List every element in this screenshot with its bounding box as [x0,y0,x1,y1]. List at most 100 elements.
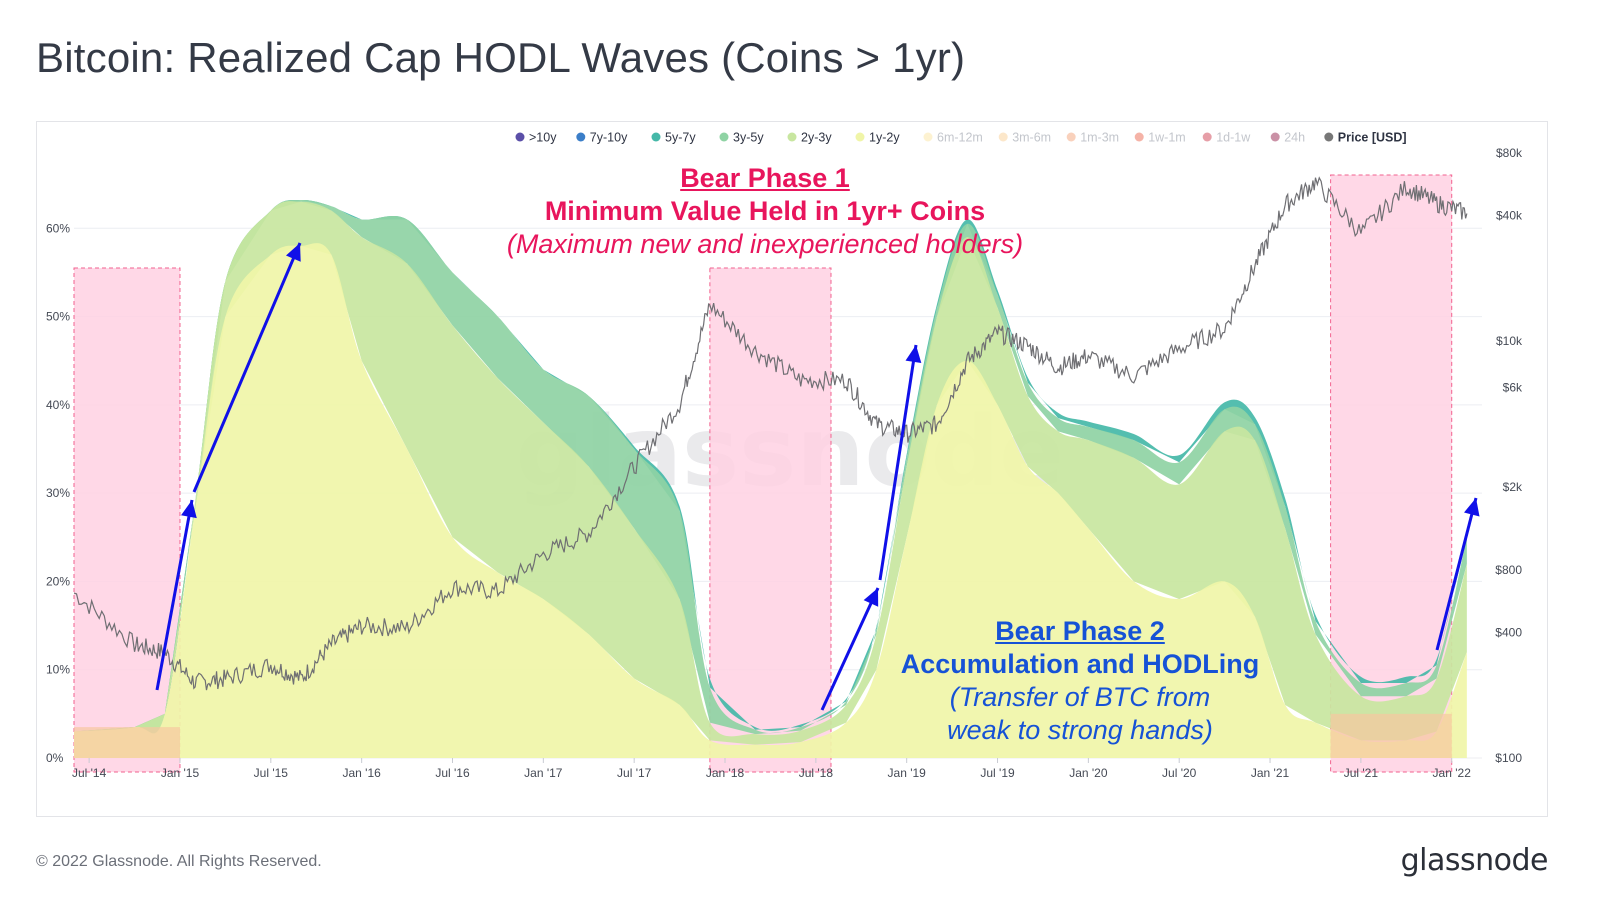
legend: >10y 7y-10y 5y-7y 3y-5y 2y-3y 1y-2y 6m-12m 3m-6… [515,131,1407,145]
bear-phase-highlight [73,267,181,773]
x-tick-label: Jul '15 [254,766,289,780]
legend-item[interactable]: 7y-10y [576,131,628,145]
bear-phase-2-note-line2: weak to strong hands) [947,715,1213,745]
legend-item[interactable]: 3m-6m [998,131,1051,145]
legend-marker-icon [998,132,1008,142]
legend-marker-icon [651,132,661,142]
legend-marker-icon [1270,132,1280,142]
legend-marker-icon [787,132,797,142]
y-axis-right: $100 $400 $800 $2k $6k $10k $40k $80k [1495,146,1523,765]
bear-phase-2-subtitle: Accumulation and HODLing [900,649,1260,679]
legend-marker-icon [576,132,586,142]
bear-phase-1-heading: Bear Phase 1 [680,163,850,193]
x-tick-label: Jan '15 [161,766,200,780]
bear-phase-1-subtitle: Minimum Value Held in 1yr+ Coins [544,196,986,226]
legend-item[interactable]: Price [USD] [1324,131,1407,145]
x-tick-label: Jan '22 [1433,766,1472,780]
price-line [74,176,1468,691]
trend-arrow-head [1464,498,1480,517]
y-left-tick-label: 60% [46,221,70,235]
y-right-tick-label: $40k [1496,209,1523,223]
bear-phase-highlight [1330,174,1453,773]
hodl-areas [74,199,1467,758]
legend-label: 5y-7y [665,131,696,145]
legend-item[interactable]: 5y-7y [651,131,697,145]
price-series [74,176,1468,691]
legend-label: 3y-5y [733,131,764,145]
legend-marker-icon [1134,132,1144,142]
y-left-tick-label: 50% [46,310,70,324]
legend-marker-icon [515,132,525,142]
y-right-tick-label: $10k [1496,334,1523,348]
legend-marker-icon [1202,132,1212,142]
y-right-tick-label: $2k [1503,480,1523,494]
area-2y-3y [74,201,1467,745]
legend-label: 7y-10y [590,131,628,145]
legend-marker-icon [923,132,933,142]
legend-marker-icon [855,132,865,142]
y-right-tick-label: $400 [1495,626,1522,640]
legend-item[interactable]: 1m-3m [1066,131,1119,145]
bear-phase-highlight [709,267,832,773]
legend-item[interactable]: >10y [515,131,558,145]
legend-item[interactable]: 1w-1m [1134,131,1186,145]
x-tick-label: Jan '17 [524,766,563,780]
x-tick-label: Jul '17 [617,766,652,780]
legend-item[interactable]: 6m-12m [923,131,983,145]
bear-phase-highlights [73,174,1453,773]
y-right-tick-label: $800 [1495,563,1522,577]
bear-phase-2-heading: Bear Phase 2 [995,616,1165,646]
y-axis-left: 0% 10% 20% 30% 40% 50% 60% [46,221,70,765]
bear-phase-2-note-line1: (Transfer of BTC from [949,682,1211,712]
x-tick-label: Jul '18 [799,766,834,780]
bear-phase-1-annotation: Bear Phase 1 Minimum Value Held in 1yr+ … [480,162,1050,261]
legend-label: 1m-3m [1080,131,1119,145]
page-title: Bitcoin: Realized Cap HODL Waves (Coins … [36,34,966,81]
trend-arrow-head [285,243,301,262]
legend-item[interactable]: 2y-3y [787,131,833,145]
legend-marker-icon [719,132,729,142]
bear-phase-1-note: (Maximum new and inexperienced holders) [506,229,1024,259]
legend-label: 1d-1w [1216,131,1251,145]
trend-arrow-head [181,500,197,519]
y-left-tick-label: 20% [46,574,70,588]
x-tick-label: Jul '19 [980,766,1015,780]
x-axis: Jul '14 Jan '15 Jul '15 Jan '16 Jul '16 Jan '… [72,758,1471,780]
legend-label: 1y-2y [869,131,900,145]
x-tick-label: Jan '19 [888,766,927,780]
x-tick-label: Jan '18 [706,766,745,780]
trend-arrow-head [863,588,879,607]
legend-item[interactable]: 1d-1w [1202,131,1252,145]
legend-label: 2y-3y [801,131,832,145]
trend-arrow-shaft [155,499,194,691]
x-tick-label: Jul '16 [435,766,470,780]
x-tick-label: Jul '14 [72,766,107,780]
legend-label: 1w-1m [1148,131,1186,145]
legend-item[interactable]: 24h [1270,131,1305,145]
legend-marker-icon [1324,132,1334,142]
y-left-tick-label: 0% [46,751,64,765]
x-tick-label: Jan '20 [1069,766,1108,780]
y-left-tick-label: 10% [46,663,70,677]
legend-marker-icon [1066,132,1076,142]
trend-arrow-shaft [192,242,302,493]
y-right-tick-label: $80k [1496,146,1523,160]
y-left-tick-label: 30% [46,486,70,500]
legend-label: 24h [1284,131,1305,145]
x-tick-label: Jan '21 [1251,766,1290,780]
legend-label: 6m-12m [937,131,983,145]
legend-label: Price [USD] [1338,131,1407,145]
trend-arrow-shaft [1435,497,1478,651]
y-right-tick-label: $100 [1495,751,1522,765]
legend-item[interactable]: 3y-5y [719,131,765,145]
legend-label: >10y [529,131,557,145]
trend-arrow-head [905,345,922,364]
short-term-band [74,727,180,758]
y-left-tick-label: 40% [46,398,70,412]
y-right-tick-label: $6k [1503,380,1523,394]
bear-phase-2-annotation: Bear Phase 2 Accumulation and HODLing (T… [880,615,1280,747]
area-1y-2y [74,243,1467,758]
legend-item[interactable]: 1y-2y [855,131,901,145]
trend-arrow-shaft [878,344,918,581]
